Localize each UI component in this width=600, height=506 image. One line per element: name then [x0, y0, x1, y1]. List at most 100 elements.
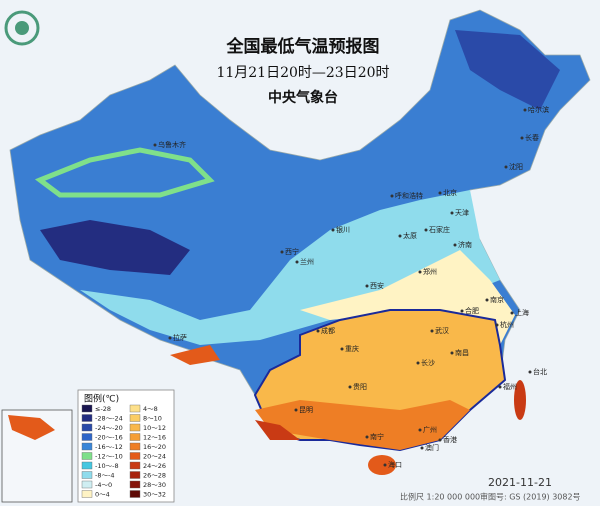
city-dot	[420, 446, 424, 450]
legend-label: 28～30	[143, 481, 166, 489]
legend-swatch	[81, 480, 93, 489]
city-dot	[383, 463, 387, 467]
city-dot	[168, 336, 172, 340]
city-dot	[438, 191, 442, 195]
legend-label: 8～10	[143, 415, 162, 423]
subtitle: 11月21日20时—23日20时	[216, 65, 389, 81]
city-label: 合肥	[465, 306, 479, 315]
legend-swatch	[81, 404, 93, 413]
city-label: 石家庄	[429, 225, 450, 234]
city-label: 太原	[403, 231, 417, 240]
legend-swatch	[129, 471, 141, 479]
city-label: 广州	[423, 425, 437, 434]
hainan	[368, 455, 396, 475]
legend-title: 图例(℃)	[84, 393, 119, 405]
city-label: 拉萨	[173, 333, 187, 342]
city-label: 成都	[321, 326, 335, 335]
city-dot	[316, 329, 320, 333]
city-dot	[424, 228, 428, 232]
city-dot	[280, 250, 284, 254]
legend-label: 16～20	[143, 443, 166, 451]
city-dot	[528, 370, 532, 374]
zone-sw	[170, 345, 220, 365]
legend-label: -20～-16	[95, 434, 123, 442]
legend-swatch	[129, 404, 141, 413]
city-label: 上海	[515, 308, 529, 317]
legend-label: ≤-28	[95, 405, 111, 413]
inset-land	[8, 415, 55, 440]
city-dot	[340, 347, 344, 351]
city-dot	[398, 234, 402, 238]
legend-swatch	[129, 414, 141, 422]
city-label: 长沙	[421, 358, 435, 367]
city-label: 台北	[533, 367, 547, 376]
approval: 审图号: GS (2019) 3082号	[480, 492, 581, 502]
city-dot	[153, 143, 157, 147]
city-label: 济南	[458, 240, 472, 249]
city-dot	[430, 329, 434, 333]
city-dot	[504, 165, 508, 169]
city-dot	[416, 361, 420, 365]
legend-swatch	[129, 433, 141, 441]
city-dot	[295, 260, 299, 264]
city-dot	[418, 428, 422, 432]
city-label: 兰州	[300, 257, 314, 266]
date: 2021-11-21	[488, 476, 552, 489]
title: 全国最低气温预报图	[226, 36, 380, 57]
city-dot	[520, 136, 524, 140]
city-dot	[453, 243, 457, 247]
legend-swatch	[81, 423, 93, 432]
legend-label: 10～12	[143, 424, 166, 432]
legend-label: -24～-20	[95, 424, 123, 432]
city-label: 海口	[388, 460, 402, 469]
city-label: 沈阳	[509, 162, 523, 171]
legend-label: 26～28	[143, 472, 166, 480]
city-dot	[331, 228, 335, 232]
city-dot	[365, 284, 369, 288]
legend-label: -8～-4	[95, 472, 114, 480]
city-dot	[438, 438, 442, 442]
organization: 中央气象台	[268, 89, 338, 106]
legend-swatch	[81, 442, 93, 451]
legend-label: -4～0	[95, 481, 112, 489]
legend-label: 30～32	[143, 491, 166, 499]
city-dot	[450, 211, 454, 215]
city-dot	[498, 385, 502, 389]
legend-label: -12～-10	[95, 453, 123, 461]
city-label: 重庆	[345, 344, 359, 353]
city-label: 杭州	[500, 320, 514, 329]
legend-swatch	[81, 414, 93, 422]
city-label: 澳门	[425, 443, 439, 452]
legend-label: 20～24	[143, 453, 166, 461]
legend-swatch	[129, 423, 141, 432]
zone-green	[34, 147, 215, 198]
legend: ≤-28-28～-24-24～-20-20～-16-16～-12-12～-10-…	[81, 404, 166, 499]
zone-deep-cold	[40, 220, 190, 275]
city-dot	[294, 408, 298, 412]
legend-swatch	[81, 461, 93, 470]
city-dot	[348, 385, 352, 389]
legend-swatch	[81, 452, 93, 460]
city-label: 南京	[490, 295, 504, 304]
city-dot	[523, 108, 527, 112]
legend-swatch	[81, 471, 93, 479]
city-label: 呼和浩特	[395, 191, 423, 200]
legend-swatch	[129, 452, 141, 460]
legend-swatch	[129, 442, 141, 451]
city-label: 北京	[443, 188, 457, 197]
city-label: 西宁	[285, 247, 299, 256]
city-dot	[485, 298, 489, 302]
zone-cold-ne	[455, 30, 560, 110]
legend-label: -28～-24	[95, 415, 123, 423]
legend-label: 4～8	[143, 405, 158, 413]
legend-swatch	[129, 461, 141, 470]
city-label: 长春	[525, 133, 539, 142]
city-label: 武汉	[435, 326, 449, 335]
scale: 比例尺 1:20 000 000	[400, 492, 480, 502]
legend-swatch	[129, 490, 141, 498]
logo	[4, 10, 40, 46]
city-dot	[495, 323, 499, 327]
city-label: 福州	[503, 382, 517, 391]
